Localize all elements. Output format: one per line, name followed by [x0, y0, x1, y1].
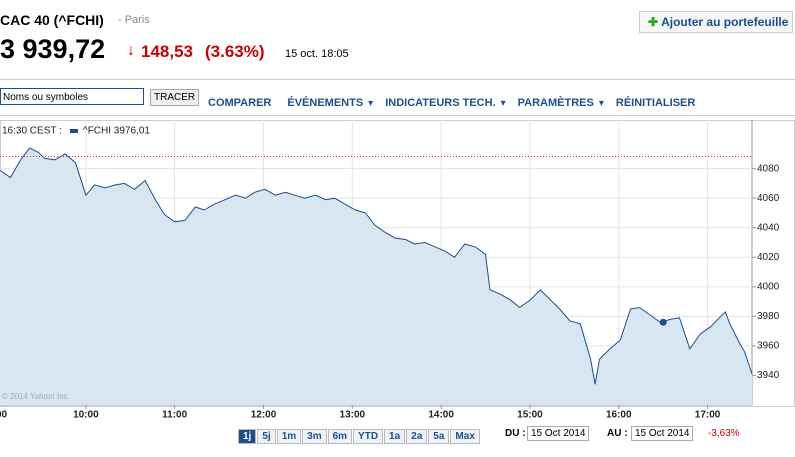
y-tick-label: 3940	[757, 370, 780, 381]
range-button[interactable]: 6m	[327, 429, 353, 444]
price: 3 939,72	[0, 34, 106, 64]
divider	[0, 115, 795, 116]
x-tick-label: 16:00	[606, 410, 632, 421]
range-button[interactable]: 5j	[257, 429, 276, 444]
dropdown-icon: ▾	[368, 98, 374, 109]
y-tick-label: 4000	[757, 281, 780, 292]
x-tick-label: 10:00	[73, 410, 99, 421]
to-label: AU :	[607, 428, 628, 439]
toolbar-item[interactable]: COMPARER	[208, 97, 272, 109]
toolbar-item[interactable]: INDICATEURS TECH.	[385, 97, 496, 109]
time: 15 oct. 18:05	[285, 48, 349, 60]
arrow: ↓	[127, 42, 135, 59]
change: 148,53	[141, 42, 193, 61]
toolbar-item[interactable]: ÉVÉNEMENTS	[287, 97, 364, 109]
plus-icon: ✚	[648, 15, 659, 29]
range-button[interactable]: 2a	[406, 429, 428, 444]
x-tick-label: 12:00	[251, 410, 277, 421]
x-tick-label: 11:00	[162, 410, 187, 421]
x-tick-label: 17:00	[695, 410, 721, 421]
x-tick-label: 14:00	[428, 410, 454, 421]
y-tick-label: 4020	[757, 252, 780, 263]
add-button[interactable]: ✚ Ajouter au portefeuille	[639, 11, 793, 33]
dropdown-icon: ▾	[598, 98, 604, 109]
y-tick-label: 3980	[757, 311, 780, 322]
period-change: -3,63%	[708, 428, 740, 439]
crosshair-time: 16:30 CEST :	[2, 126, 62, 137]
divider	[0, 79, 795, 80]
range-button[interactable]: 1j	[238, 429, 257, 444]
range-button[interactable]: 3m	[302, 429, 327, 444]
range-button[interactable]: 1a	[384, 429, 406, 444]
y-tick-label: 3960	[757, 341, 780, 352]
legend-swatch	[70, 129, 78, 133]
y-tick-label: 4060	[757, 193, 780, 204]
add-label: Ajouter au portefeuille	[661, 15, 789, 29]
chart: 3940 3960 3980 4000 4020 4040 4060 4080 9:00 10:0…	[0, 120, 795, 421]
range-button[interactable]: Max	[450, 429, 480, 444]
toolbar-item[interactable]: PARAMÈTRES	[517, 97, 594, 109]
from-label: DU :	[505, 428, 526, 439]
range-button[interactable]: 5a	[428, 429, 450, 444]
to-date[interactable]: 15 Oct 2014	[631, 426, 694, 441]
y-tick-label: 4040	[757, 222, 780, 233]
x-tick-label: 9:00	[0, 410, 7, 421]
y-tick-label: 4080	[757, 163, 780, 174]
area	[0, 148, 752, 405]
range-button[interactable]: 1m	[276, 429, 302, 444]
copyright: © 2014 Yahoo! Inc.	[2, 392, 70, 401]
toolbar: COMPARER ÉVÉNEMENTS ▾ INDICATEURS TECH. ▾ PAR…	[208, 93, 711, 111]
title: CAC 40 (^FCHI)	[0, 12, 104, 28]
range-buttons: 1j 5j 1m 3m 6m YTD 1a 2a 5a Max	[238, 426, 481, 444]
crosshair-label: ^FCHI 3976,01	[83, 126, 150, 137]
symbol-input[interactable]: Noms ou symboles	[0, 88, 144, 105]
tracer-button[interactable]: TRACER	[150, 89, 200, 106]
crosshair-point	[659, 318, 667, 326]
range-button[interactable]: YTD	[353, 429, 384, 444]
change-pct: (3.63%)	[205, 42, 265, 61]
toolbar-item[interactable]: RÉINITIALISER	[615, 97, 696, 109]
dropdown-icon: ▾	[500, 98, 506, 109]
x-tick-label: 13:00	[340, 410, 366, 421]
exchange: - Paris	[118, 14, 150, 26]
from-date[interactable]: 15 Oct 2014	[527, 426, 590, 441]
line	[0, 147, 753, 385]
x-tick-label: 15:00	[517, 410, 543, 421]
